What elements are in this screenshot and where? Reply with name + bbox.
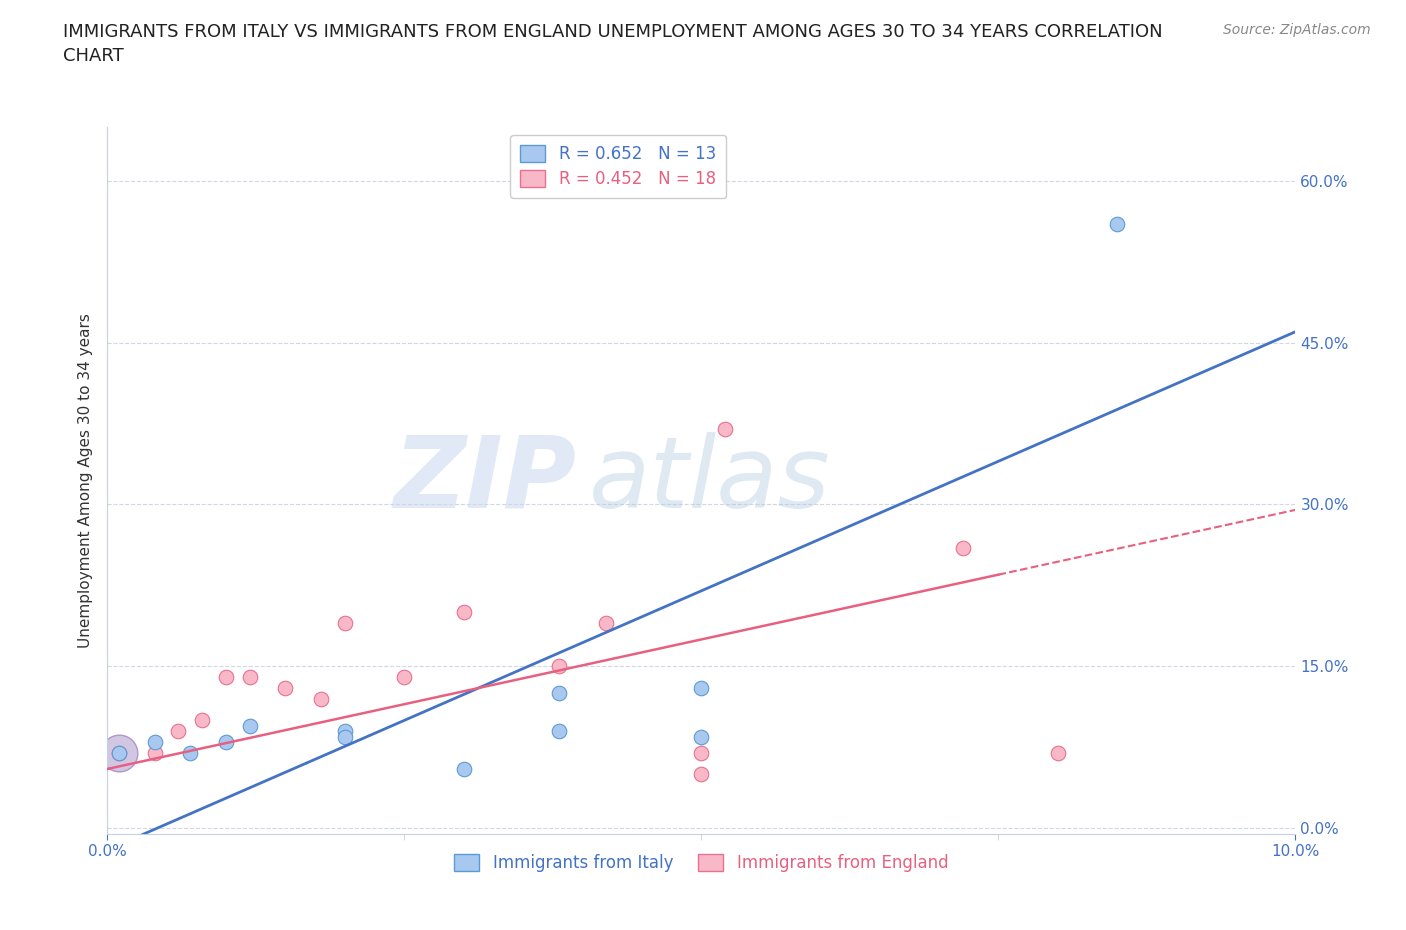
Point (1046, 745, 1069, 760)
Point (333, 729, 356, 744)
Point (143, 735, 166, 750)
Point (547, 686, 569, 701)
Point (1107, 217, 1129, 232)
Point (143, 745, 166, 760)
Point (453, 605, 475, 620)
Point (274, 681, 297, 696)
Point (215, 735, 238, 750)
Point (952, 540, 974, 555)
Y-axis label: Unemployment Among Ages 30 to 34 years: Unemployment Among Ages 30 to 34 years (79, 312, 93, 647)
Point (108, 745, 131, 760)
Text: Source: ZipAtlas.com: Source: ZipAtlas.com (1223, 23, 1371, 37)
Text: IMMIGRANTS FROM ITALY VS IMMIGRANTS FROM ENGLAND UNEMPLOYMENT AMONG AGES 30 TO 3: IMMIGRANTS FROM ITALY VS IMMIGRANTS FROM… (63, 23, 1163, 65)
Point (690, 767, 713, 782)
Point (547, 724, 569, 738)
Point (108, 745, 131, 760)
Point (690, 681, 713, 696)
Point (595, 616, 617, 631)
Point (167, 724, 190, 738)
Point (215, 670, 238, 684)
Point (714, 421, 737, 436)
Text: ZIP: ZIP (394, 432, 576, 528)
Point (239, 670, 262, 684)
Point (453, 762, 475, 777)
Point (191, 713, 214, 728)
Legend: R = 0.652   N = 13, R = 0.452   N = 18: R = 0.652 N = 13, R = 0.452 N = 18 (510, 135, 725, 198)
Text: atlas: atlas (589, 432, 830, 528)
Point (309, 691, 332, 706)
Point (690, 745, 713, 760)
Point (394, 670, 416, 684)
Point (333, 616, 356, 631)
Point (108, 745, 131, 760)
Point (239, 718, 262, 733)
Point (179, 745, 201, 760)
Point (547, 659, 569, 674)
Point (333, 724, 356, 738)
Point (690, 729, 713, 744)
